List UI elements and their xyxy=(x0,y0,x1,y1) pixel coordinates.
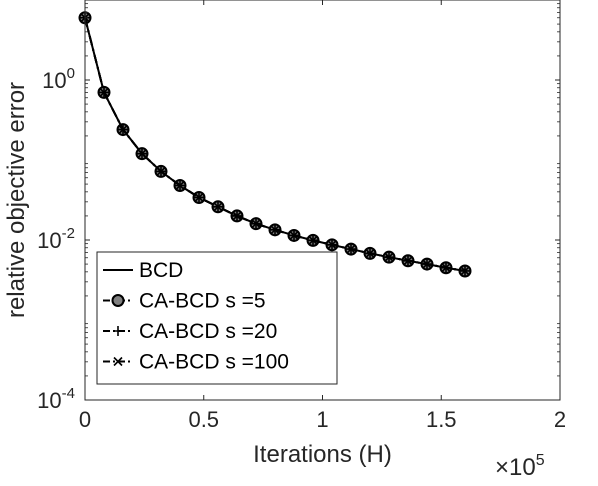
legend-items: BCD CA-BCD s =5 CA-BCD s =20 CA-BCD s =100 xyxy=(103,259,289,374)
legend-marker-sample xyxy=(113,356,123,367)
legend-marker-sample xyxy=(111,294,125,307)
y-axis-label: relative objective error xyxy=(3,82,30,318)
x-multiplier-base: ×10 xyxy=(495,454,536,481)
x-tick-label: 0 xyxy=(79,407,91,432)
data-point xyxy=(251,219,261,229)
legend: BCD CA-BCD s =5 CA-BCD s =20 CA-BCD s =100 xyxy=(96,251,338,385)
data-point xyxy=(289,230,299,241)
x-axis-label: Iterations (H) xyxy=(253,441,392,468)
data-point xyxy=(403,256,413,266)
data-point xyxy=(99,87,109,97)
data-point xyxy=(422,259,432,269)
x-multiplier-exponent: 5 xyxy=(536,452,545,469)
legend-label: CA-BCD s =20 xyxy=(139,320,277,343)
data-point xyxy=(156,166,166,176)
data-point xyxy=(232,211,242,221)
series-layer xyxy=(78,11,472,278)
legend-label: CA-BCD s =5 xyxy=(139,290,266,313)
data-point xyxy=(460,266,470,276)
legend-item: CA-BCD s =20 xyxy=(103,320,277,343)
x-axis-multiplier: ×105 xyxy=(495,452,545,481)
x-tick-label: 2 xyxy=(554,407,566,432)
legend-label: CA-BCD s =100 xyxy=(139,351,289,374)
y-tick-label: 100 xyxy=(42,65,75,93)
x-tick-label: 1 xyxy=(316,407,328,432)
data-point xyxy=(213,202,223,212)
data-point xyxy=(327,240,337,250)
data-point xyxy=(308,235,318,245)
data-point xyxy=(270,225,280,235)
x-tick-label: 1.5 xyxy=(426,407,457,432)
data-point xyxy=(441,263,451,273)
data-point xyxy=(194,192,204,203)
data-point xyxy=(137,149,147,159)
data-point xyxy=(365,248,375,258)
y-tick-label: 10-2 xyxy=(37,225,75,253)
legend-marker-sample xyxy=(113,326,123,336)
ticks-layer: 0 0.5 1 1.5 2 100 10-2 10-4 xyxy=(37,0,566,432)
data-point xyxy=(346,244,356,254)
data-point xyxy=(384,252,394,262)
legend-box xyxy=(96,251,338,385)
legend-item: CA-BCD s =100 xyxy=(103,351,289,374)
y-tick-label: 10-4 xyxy=(37,385,75,413)
legend-item: BCD xyxy=(103,259,183,282)
series-4 xyxy=(80,13,470,276)
data-point xyxy=(175,180,185,191)
data-point xyxy=(118,125,128,135)
legend-label: BCD xyxy=(139,259,183,282)
legend-item: CA-BCD s =5 xyxy=(103,290,266,313)
x-tick-label: 0.5 xyxy=(188,407,219,432)
